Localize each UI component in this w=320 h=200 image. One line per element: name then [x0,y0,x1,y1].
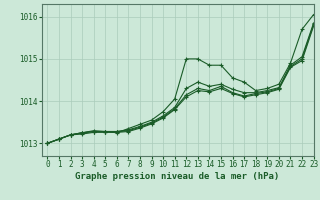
X-axis label: Graphe pression niveau de la mer (hPa): Graphe pression niveau de la mer (hPa) [76,172,280,181]
